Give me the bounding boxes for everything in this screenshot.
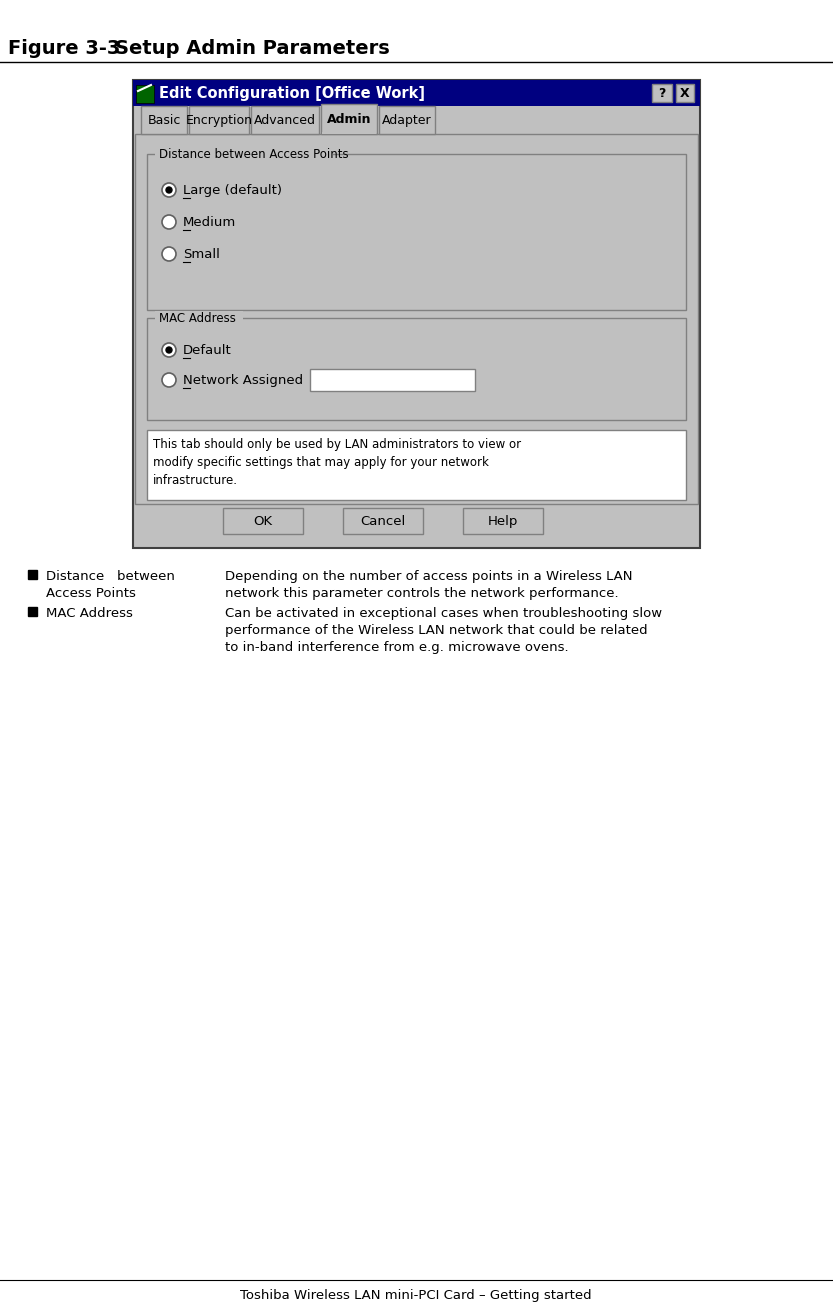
Circle shape: [162, 343, 176, 356]
Bar: [676, 84, 694, 103]
Bar: [147, 318, 686, 419]
Circle shape: [162, 183, 176, 197]
Bar: [147, 430, 686, 500]
Bar: [155, 312, 243, 325]
Text: Small: Small: [183, 247, 220, 260]
Text: Setup Admin Parameters: Setup Admin Parameters: [115, 38, 390, 58]
Text: Access Points: Access Points: [46, 586, 136, 600]
Bar: [652, 84, 672, 103]
Text: network this parameter controls the network performance.: network this parameter controls the netw…: [225, 586, 619, 600]
Bar: [321, 104, 377, 134]
Bar: [189, 107, 249, 134]
Text: Medium: Medium: [183, 216, 237, 229]
Bar: [310, 370, 475, 391]
Text: Encryption: Encryption: [186, 113, 252, 126]
Bar: [223, 508, 303, 534]
Text: ?: ?: [658, 87, 666, 100]
Bar: [463, 508, 543, 534]
Text: Large (default): Large (default): [183, 184, 282, 196]
Circle shape: [162, 214, 176, 229]
Text: Advanced: Advanced: [254, 113, 316, 126]
Text: Edit Configuration [Office Work]: Edit Configuration [Office Work]: [159, 85, 425, 100]
Text: Toshiba Wireless LAN mini-PCI Card – Getting started: Toshiba Wireless LAN mini-PCI Card – Get…: [240, 1289, 591, 1302]
Text: to in-band interference from e.g. microwave ovens.: to in-band interference from e.g. microw…: [225, 640, 569, 654]
Bar: [133, 80, 700, 107]
Text: MAC Address: MAC Address: [46, 608, 133, 619]
Bar: [28, 569, 37, 579]
Bar: [141, 107, 187, 134]
Bar: [147, 154, 686, 310]
Circle shape: [162, 373, 176, 387]
Text: OK: OK: [253, 514, 272, 527]
Bar: [322, 132, 376, 134]
Text: Basic: Basic: [147, 113, 181, 126]
Text: MAC Address: MAC Address: [159, 312, 236, 325]
Bar: [379, 107, 435, 134]
Bar: [28, 608, 37, 615]
Bar: [251, 107, 319, 134]
Bar: [155, 147, 333, 160]
Text: Distance   between: Distance between: [46, 569, 175, 583]
Text: Default: Default: [183, 343, 232, 356]
Bar: [133, 80, 700, 548]
Circle shape: [166, 187, 172, 193]
Text: Can be activated in exceptional cases when troubleshooting slow: Can be activated in exceptional cases wh…: [225, 608, 662, 619]
Text: performance of the Wireless LAN network that could be related: performance of the Wireless LAN network …: [225, 625, 647, 636]
Text: Help: Help: [488, 514, 518, 527]
Bar: [135, 134, 698, 504]
Text: X: X: [681, 87, 690, 100]
Text: This tab should only be used by LAN administrators to view or
modify specific se: This tab should only be used by LAN admi…: [153, 438, 521, 487]
Text: Admin: Admin: [327, 113, 372, 125]
Text: Figure 3-3: Figure 3-3: [8, 38, 121, 58]
Text: Cancel: Cancel: [361, 514, 406, 527]
Text: Distance between Access Points: Distance between Access Points: [159, 147, 349, 160]
Text: Adapter: Adapter: [382, 113, 431, 126]
Text: Depending on the number of access points in a Wireless LAN: Depending on the number of access points…: [225, 569, 632, 583]
Circle shape: [166, 347, 172, 352]
Text: Network Assigned: Network Assigned: [183, 373, 303, 387]
Bar: [343, 508, 423, 534]
Bar: [136, 85, 154, 103]
Circle shape: [162, 247, 176, 260]
